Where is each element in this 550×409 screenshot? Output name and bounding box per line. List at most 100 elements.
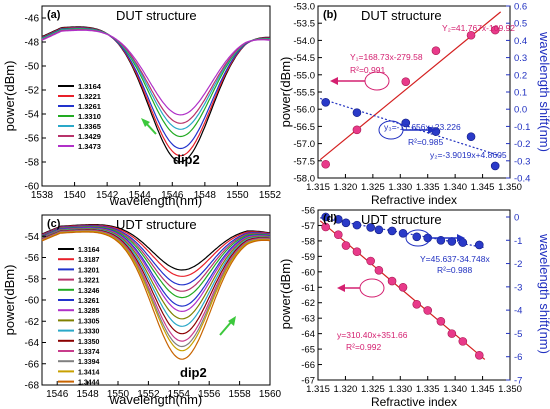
- data-point: [423, 306, 433, 315]
- data-point: [352, 220, 362, 230]
- panel-d-annotation-3: y=310.40x+351.66: [337, 330, 408, 340]
- legend-label: 1.3246: [78, 288, 100, 295]
- panel-d-blue-arrow-head: [457, 234, 465, 242]
- x-tick-label: 1558: [228, 389, 251, 400]
- y2-tick-label: -5: [514, 329, 522, 340]
- y-tick-label: -58.0: [293, 174, 315, 185]
- x-tick-label: 1.330: [388, 182, 412, 193]
- y-tick-label: -58: [25, 158, 40, 169]
- x-tick-label: 1.330: [388, 384, 412, 395]
- panel-c-xlabel: wavelength(nm): [109, 392, 203, 407]
- x-tick-label: 1552: [137, 389, 160, 400]
- data-point: [374, 225, 384, 235]
- y-tick-label: -57.0: [293, 139, 315, 150]
- x-tick-label: 1546: [161, 190, 184, 201]
- data-point: [341, 218, 351, 228]
- y-tick-label: -58: [25, 274, 40, 285]
- data-point: [387, 226, 397, 236]
- y-tick-label: -52: [25, 86, 40, 97]
- data-point: [352, 247, 362, 257]
- y2-tick-label: -0.3: [514, 156, 530, 167]
- panel-a-curves: [41, 26, 271, 163]
- x-tick-label: 1546: [46, 389, 69, 400]
- panel-d-xlabel: Refractive index: [371, 395, 457, 409]
- y-tick-label: -66: [25, 359, 40, 370]
- data-point: [366, 256, 375, 266]
- y2-tick-label: 0.1: [514, 88, 527, 99]
- y-tick-label: -56: [25, 253, 40, 264]
- y2-tick-label: 0.2: [514, 70, 527, 81]
- x-tick-label: 1.320: [334, 384, 358, 395]
- panel-a-annotation: dip2: [173, 152, 200, 167]
- y-tick-label: -55.5: [293, 88, 315, 99]
- y-tick-label: -56.0: [293, 105, 315, 116]
- panel-c-arrow: [219, 320, 233, 336]
- y-tick-label: -46: [25, 14, 40, 25]
- panel-d-y2label: wavelength shift(nm): [537, 233, 550, 354]
- x-tick-label: 1.345: [471, 384, 495, 395]
- legend-label: 1.3201: [78, 267, 100, 274]
- data-point: [341, 241, 351, 250]
- y2-tick-label: -0.1: [514, 122, 530, 133]
- y-tick-label: -53.0: [293, 2, 315, 13]
- panel-a-label: (a): [47, 9, 61, 21]
- panel-b-label: (b): [323, 9, 337, 21]
- x-tick-label: 1540: [63, 190, 86, 201]
- y-tick-label: -56: [25, 134, 40, 145]
- y2-tick-label: 0.0: [514, 105, 527, 116]
- data-point: [474, 350, 484, 360]
- x-tick-label: 1.350: [498, 384, 522, 395]
- y-tick-label: -64: [301, 329, 315, 340]
- panel-a-title: DUT structure: [116, 8, 197, 23]
- panel-a-legend: 1.31641.32211.32611.33101.33651.34291.34…: [58, 82, 102, 151]
- y-tick-label: -57.5: [293, 156, 315, 167]
- y2-tick-label: -7: [514, 376, 522, 387]
- y-tick-label: -60: [25, 296, 40, 307]
- y-tick-label: -63: [301, 314, 315, 325]
- panel-b-y2label: wavelength shift(nm): [537, 31, 550, 152]
- legend-label: 1.3261: [78, 102, 101, 111]
- x-tick-label: 1548: [194, 190, 217, 201]
- data-point: [398, 228, 408, 238]
- data-point: [387, 276, 397, 286]
- x-tick-label: 1556: [198, 389, 221, 400]
- legend-label: 1.3187: [78, 257, 100, 264]
- panel-c-arrow-head: [228, 316, 236, 326]
- data-point: [401, 77, 411, 86]
- data-point: [321, 222, 330, 232]
- legend-label: 1.3414: [78, 369, 100, 376]
- legend-label: 1.3429: [78, 132, 101, 141]
- y2-tick-label: -2: [514, 259, 522, 270]
- legend-label: 1.3305: [78, 318, 100, 325]
- legend-label: 1.3221: [78, 92, 101, 101]
- data-point: [412, 232, 422, 242]
- y-tick-label: -60: [25, 182, 40, 193]
- legend-label: 1.3310: [78, 112, 101, 121]
- panel-d-label: (d): [323, 213, 337, 225]
- legend-label: 1.3164: [78, 247, 100, 254]
- panel-d-title: UDT structure: [361, 212, 442, 227]
- y2-tick-label: 0.3: [514, 53, 527, 64]
- fit-line: [320, 97, 501, 157]
- panel-c-annotation: dip2: [180, 365, 207, 380]
- y2-tick-label: -1: [514, 236, 522, 247]
- x-tick-label: 1550: [226, 190, 249, 201]
- y-tick-label: -48: [25, 38, 40, 49]
- y-tick-label: -68: [25, 381, 40, 392]
- x-tick-label: 1542: [96, 190, 119, 201]
- x-tick-label: 1.335: [416, 384, 440, 395]
- panel-c-title: UDT structure: [116, 217, 197, 232]
- panel-b-annotation-2: R²=0.991: [350, 65, 385, 75]
- panel-b-annotation-5: R²=0.985: [408, 137, 443, 147]
- y2-tick-label: 0: [514, 212, 519, 223]
- panel-d-annotation-2: R²=0.988: [437, 265, 472, 275]
- panel-b-annotation-6: y₂=-3.9019x+4.8605: [430, 150, 507, 160]
- y-tick-label: -61: [301, 283, 315, 294]
- y-tick-label: -53.5: [293, 19, 315, 30]
- data-point: [321, 212, 330, 222]
- data-point: [352, 108, 362, 117]
- panel-a-arrow-head: [141, 118, 150, 127]
- data-point: [431, 46, 441, 56]
- x-tick-label: 1.315: [306, 384, 330, 395]
